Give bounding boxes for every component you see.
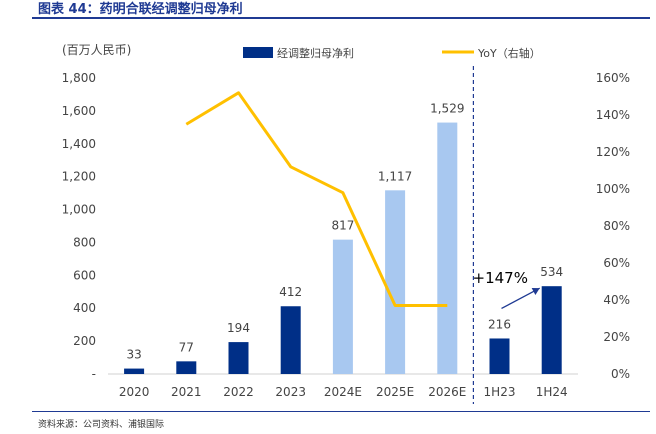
legend-bar-label: 经调整归母净利 [277,46,354,60]
right-axis-tick-label: 80% [603,219,630,233]
bar [176,361,197,374]
bar [541,286,562,374]
left-axis-tick-label: - [92,367,96,381]
bar-value-label: 1,529 [430,102,464,116]
right-axis-ticks: 0% 20% 40% 60% 80% 100% 120% 140% 160% [596,71,630,381]
growth-arrowhead [531,287,540,296]
left-axis-tick-label: 1,600 [62,104,96,118]
left-axis-unit-label: (百万人民币) [62,43,131,57]
x-axis-tick-label: 2021 [171,385,202,399]
left-axis-tick-label: 800 [73,235,96,249]
x-axis-tick-label: 1H24 [536,385,568,399]
x-axis-tick-label: 2020 [119,385,150,399]
growth-annotation: +147% [473,269,541,310]
bar [332,239,353,374]
source-note: 资料来源：公司资料、浦银国际 [38,420,165,430]
bar-value-label: 194 [227,321,250,335]
right-axis-tick-label: 100% [596,182,630,196]
bar [385,190,406,374]
left-axis-tick-label: 600 [73,268,96,282]
right-axis-tick-label: 40% [603,293,630,307]
right-axis-tick-label: 160% [596,71,630,85]
bar-value-label: 817 [331,219,354,233]
bar-value-label: 77 [179,340,194,354]
bar [124,368,145,374]
bar-value-label: 534 [540,265,563,279]
bar-series [124,122,562,374]
left-axis-tick-label: 400 [73,301,96,315]
right-axis-tick-label: 0% [611,367,630,381]
right-axis-tick-label: 140% [596,108,630,122]
legend-bar-swatch [243,47,273,58]
left-axis-tick-label: 1,200 [62,170,96,184]
bar [437,122,458,374]
bar [489,338,510,374]
growth-annotation-text: +147% [473,269,528,287]
x-axis-tick-label: 2024E [324,385,362,399]
legend: 经调整归母净利 YoY（右轴） [243,46,541,60]
bar [228,342,249,374]
bar [280,306,301,374]
x-axis-tick-label: 2022 [223,385,254,399]
bar-value-label: 216 [488,317,511,331]
right-axis-tick-label: 120% [596,145,630,159]
growth-arrow [501,287,541,310]
x-axis-tick-label: 1H23 [484,385,516,399]
legend-line-label: YoY（右轴） [477,46,541,60]
left-axis-tick-label: 1,000 [62,203,96,217]
left-axis-ticks: - 200 400 600 800 1,000 1,200 1,400 1,600 1,800 [62,71,96,381]
title-rule [32,17,650,19]
x-axis-tick-label: 2023 [275,385,306,399]
left-axis-tick-label: 1,400 [62,137,96,151]
x-axis-tick-label: 2025E [376,385,414,399]
left-axis-tick-label: 1,800 [62,71,96,85]
footer-rule [32,411,650,412]
yoy-line [185,91,448,308]
bar-value-label: 33 [126,348,141,362]
x-axis-labels: 2020 2021 2022 2023 2024E 2025E 2026E 1H23 1H24 [119,385,568,399]
figure-title: 图表 44：药明合联经调整归母净利 [38,2,243,17]
x-axis-tick-label: 2026E [428,385,466,399]
bar-value-label: 412 [279,285,302,299]
right-axis-tick-label: 60% [603,256,630,270]
bar-value-label: 1,117 [378,169,412,183]
left-axis-tick-label: 200 [73,334,96,348]
right-axis-tick-label: 20% [603,330,630,344]
bar-value-labels: 33 77 194 412 817 1,117 1,529 216 534 [126,102,563,362]
